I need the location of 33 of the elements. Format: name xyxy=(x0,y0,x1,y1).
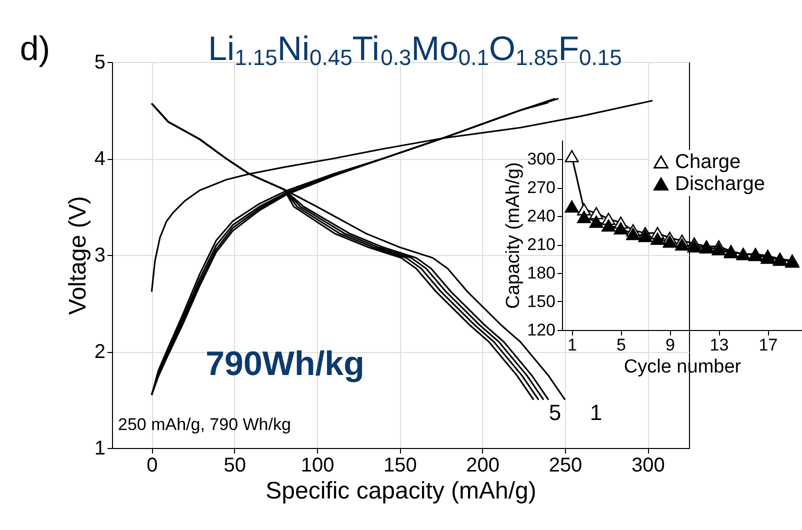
y-axis-title: Voltage (V) xyxy=(64,196,92,315)
y-tick-label: 3 xyxy=(94,244,106,266)
y-axis-title: Capacity (mAh/g) xyxy=(503,162,524,309)
x-tick-label: 150 xyxy=(383,454,417,476)
y-tick-label: 240 xyxy=(527,206,556,226)
y-tick-label: 5 xyxy=(94,52,106,74)
annotation: 1 xyxy=(590,400,602,425)
x-tick-label: 5 xyxy=(616,336,626,354)
annotation: 790Wh/kg xyxy=(206,345,364,383)
x-tick-label: 200 xyxy=(466,454,500,476)
legend-label: Discharge xyxy=(675,173,766,195)
x-tick-label: 250 xyxy=(548,454,582,476)
x-tick-label: 1 xyxy=(568,336,578,354)
y-tick-label: 300 xyxy=(527,150,556,168)
y-tick-label: 180 xyxy=(527,264,556,282)
x-tick-label: 100 xyxy=(300,454,334,476)
annotation: 250 mAh/g, 790 Wh/kg xyxy=(118,415,291,434)
y-tick-label: 120 xyxy=(527,320,556,340)
y-tick-label: 150 xyxy=(527,292,556,311)
x-tick-label: 50 xyxy=(224,454,246,476)
legend-label: Charge xyxy=(675,151,741,173)
x-tick-label: 17 xyxy=(758,336,778,354)
y-tick-label: 1 xyxy=(94,438,106,460)
y-tick-label: 270 xyxy=(527,178,556,197)
text: d) xyxy=(20,30,50,68)
x-axis-title: Specific capacity (mAh/g) xyxy=(266,478,536,504)
x-tick-label: 9 xyxy=(666,336,675,354)
x-tick-label: 300 xyxy=(631,454,665,476)
y-tick-label: 2 xyxy=(94,341,106,363)
x-tick-label: 0 xyxy=(146,454,158,476)
y-tick-label: 210 xyxy=(527,235,556,254)
y-tick-label: 4 xyxy=(94,148,106,170)
x-tick-label: 13 xyxy=(710,336,729,354)
